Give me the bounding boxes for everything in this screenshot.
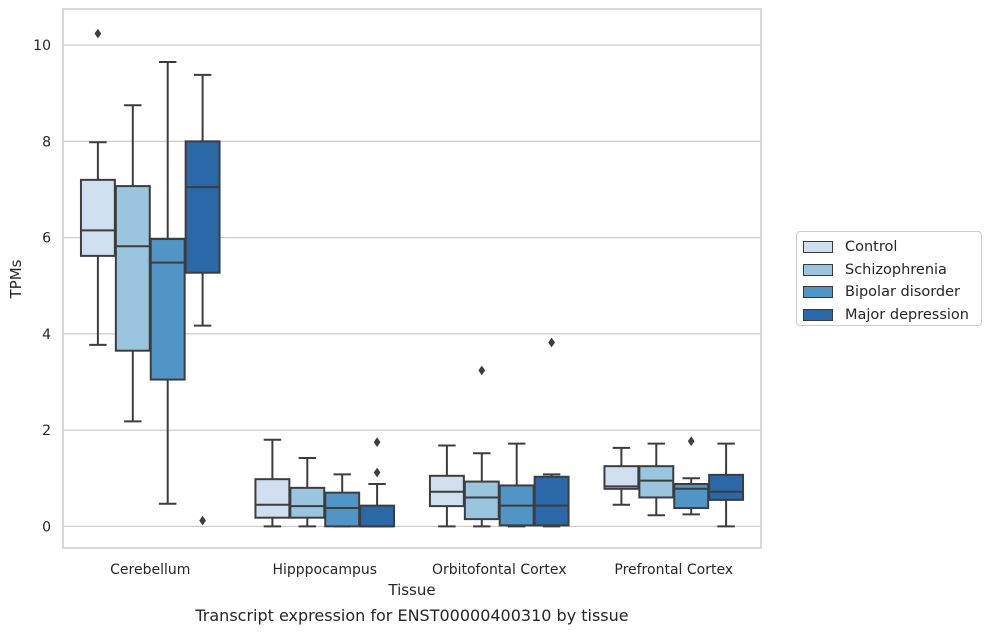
box-iqr [533, 475, 570, 527]
box-major-depression-cerebellum [184, 73, 221, 526]
legend-label-schizophrenia: Schizophrenia [845, 261, 947, 278]
x-tick-labels: Cerebellum Hipppocampus Orbitofontal Corte… [110, 562, 733, 578]
box-bipolar-disorder-hipppocampus [324, 473, 361, 528]
box-iqr [673, 482, 710, 510]
box-iqr [114, 185, 151, 352]
box-iqr [324, 491, 361, 528]
box-bipolar-disorder-cerebellum [149, 60, 186, 505]
outlier-marker [478, 365, 486, 376]
box-major-depression-orbitofontal-cortex [533, 337, 570, 528]
box-major-depression-hipppocampus [359, 437, 396, 528]
y-tick-label-10: 10 [33, 38, 51, 54]
outlier-marker [687, 436, 695, 446]
legend-label-major-depression: Major depression [845, 306, 969, 323]
legend-swatch-major-depression [803, 308, 833, 321]
legend-item-major-depression: Major depression [803, 304, 981, 327]
box-schizophrenia-cerebellum [114, 104, 151, 423]
box-iqr [463, 480, 500, 521]
x-axis-label: Tissue [387, 581, 435, 599]
box-control-prefrontal-cortex [603, 446, 640, 506]
box-iqr [708, 473, 745, 501]
y-tick-label-2: 2 [42, 423, 51, 439]
box-schizophrenia-prefrontal-cortex [638, 442, 675, 517]
plot-frame [62, 8, 762, 549]
box-major-depression-prefrontal-cortex [708, 442, 745, 528]
box-control-cerebellum [79, 28, 116, 346]
box-groups [79, 28, 745, 528]
legend-swatch-control [803, 241, 833, 254]
box-iqr [79, 178, 116, 257]
x-tick-label-hipppocampus: Hipppocampus [272, 562, 377, 578]
box-iqr [184, 140, 221, 274]
box-schizophrenia-hipppocampus [289, 457, 326, 528]
box-schizophrenia-orbitofontal-cortex [463, 365, 500, 528]
outlier-marker [94, 28, 102, 39]
box-iqr [254, 478, 291, 519]
legend-swatch-bipolar-disorder [803, 286, 833, 299]
x-tick-label-cerebellum: Cerebellum [110, 562, 190, 578]
box-control-orbitofontal-cortex [428, 444, 465, 528]
box-bipolar-disorder-orbitofontal-cortex [498, 442, 535, 528]
y-tick-labels: 0 2 4 6 8 10 [33, 38, 51, 535]
y-tick-label-6: 6 [42, 231, 51, 247]
legend-swatch-schizophrenia [803, 263, 833, 276]
outlier-marker [199, 515, 206, 526]
legend-item-schizophrenia: Schizophrenia [803, 259, 981, 282]
box-iqr [638, 465, 675, 499]
legend-item-control: Control [803, 236, 981, 259]
x-tick-label-orbitofontal-cortex: Orbitofontal Cortex [432, 562, 567, 578]
box-iqr [149, 238, 186, 381]
outlier-marker [373, 467, 381, 478]
box-bipolar-disorder-prefrontal-cortex [673, 436, 710, 516]
y-tick-label-8: 8 [42, 134, 51, 150]
legend-item-bipolar-disorder: Bipolar disorder [803, 281, 981, 304]
y-axis-label: TPMs [7, 259, 25, 299]
box-iqr [289, 486, 326, 519]
chart-caption: Transcript expression for ENST0000040031… [195, 606, 629, 625]
box-iqr [359, 504, 396, 528]
legend-label-bipolar-disorder: Bipolar disorder [845, 284, 960, 301]
outlier-marker [548, 337, 555, 348]
y-tick-label-4: 4 [42, 327, 51, 343]
legend-label-control: Control [845, 239, 898, 256]
box-control-hipppocampus [254, 438, 291, 528]
legend: Control Schizophrenia Bipolar disorder M… [796, 231, 982, 326]
x-tick-label-prefrontal-cortex: Prefrontal Cortex [614, 562, 733, 578]
y-tick-label-0: 0 [42, 519, 51, 535]
outlier-marker [373, 437, 381, 447]
